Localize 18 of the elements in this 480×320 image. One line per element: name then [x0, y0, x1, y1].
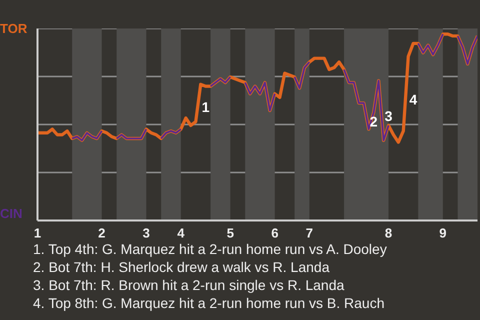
- annotation: 3: [384, 108, 393, 124]
- x-tick-label: 2: [98, 226, 106, 240]
- text: 4. Top 8th: G. Marquez hit a 2-run home run vs B. Rauch: [33, 295, 384, 311]
- x-tick-label: 8: [384, 226, 392, 240]
- annotation: 4: [409, 91, 418, 108]
- x-tick-label: 1: [34, 226, 42, 240]
- text: 2. Bot 7th: H. Sherlock drew a walk vs R. Landa: [33, 259, 330, 275]
- annotation: 1: [202, 98, 210, 115]
- text: 1. Top 4th: G. Marquez hit a 2-run home run vs A. Dooley: [33, 241, 387, 257]
- x-tick-label: 9: [439, 226, 447, 240]
- x-tick-label: 7: [306, 226, 314, 240]
- x-tick-label: 4: [177, 226, 186, 240]
- x-tick-label: 3: [142, 226, 150, 240]
- x-tick-label: 6: [271, 226, 278, 240]
- text: 3. Bot 7th: R. Brown hit a 2-run single vs R. Landa: [33, 277, 344, 293]
- text: TOR: [0, 20, 28, 38]
- x-tick-label: 5: [226, 226, 234, 240]
- text: CIN: [0, 205, 22, 223]
